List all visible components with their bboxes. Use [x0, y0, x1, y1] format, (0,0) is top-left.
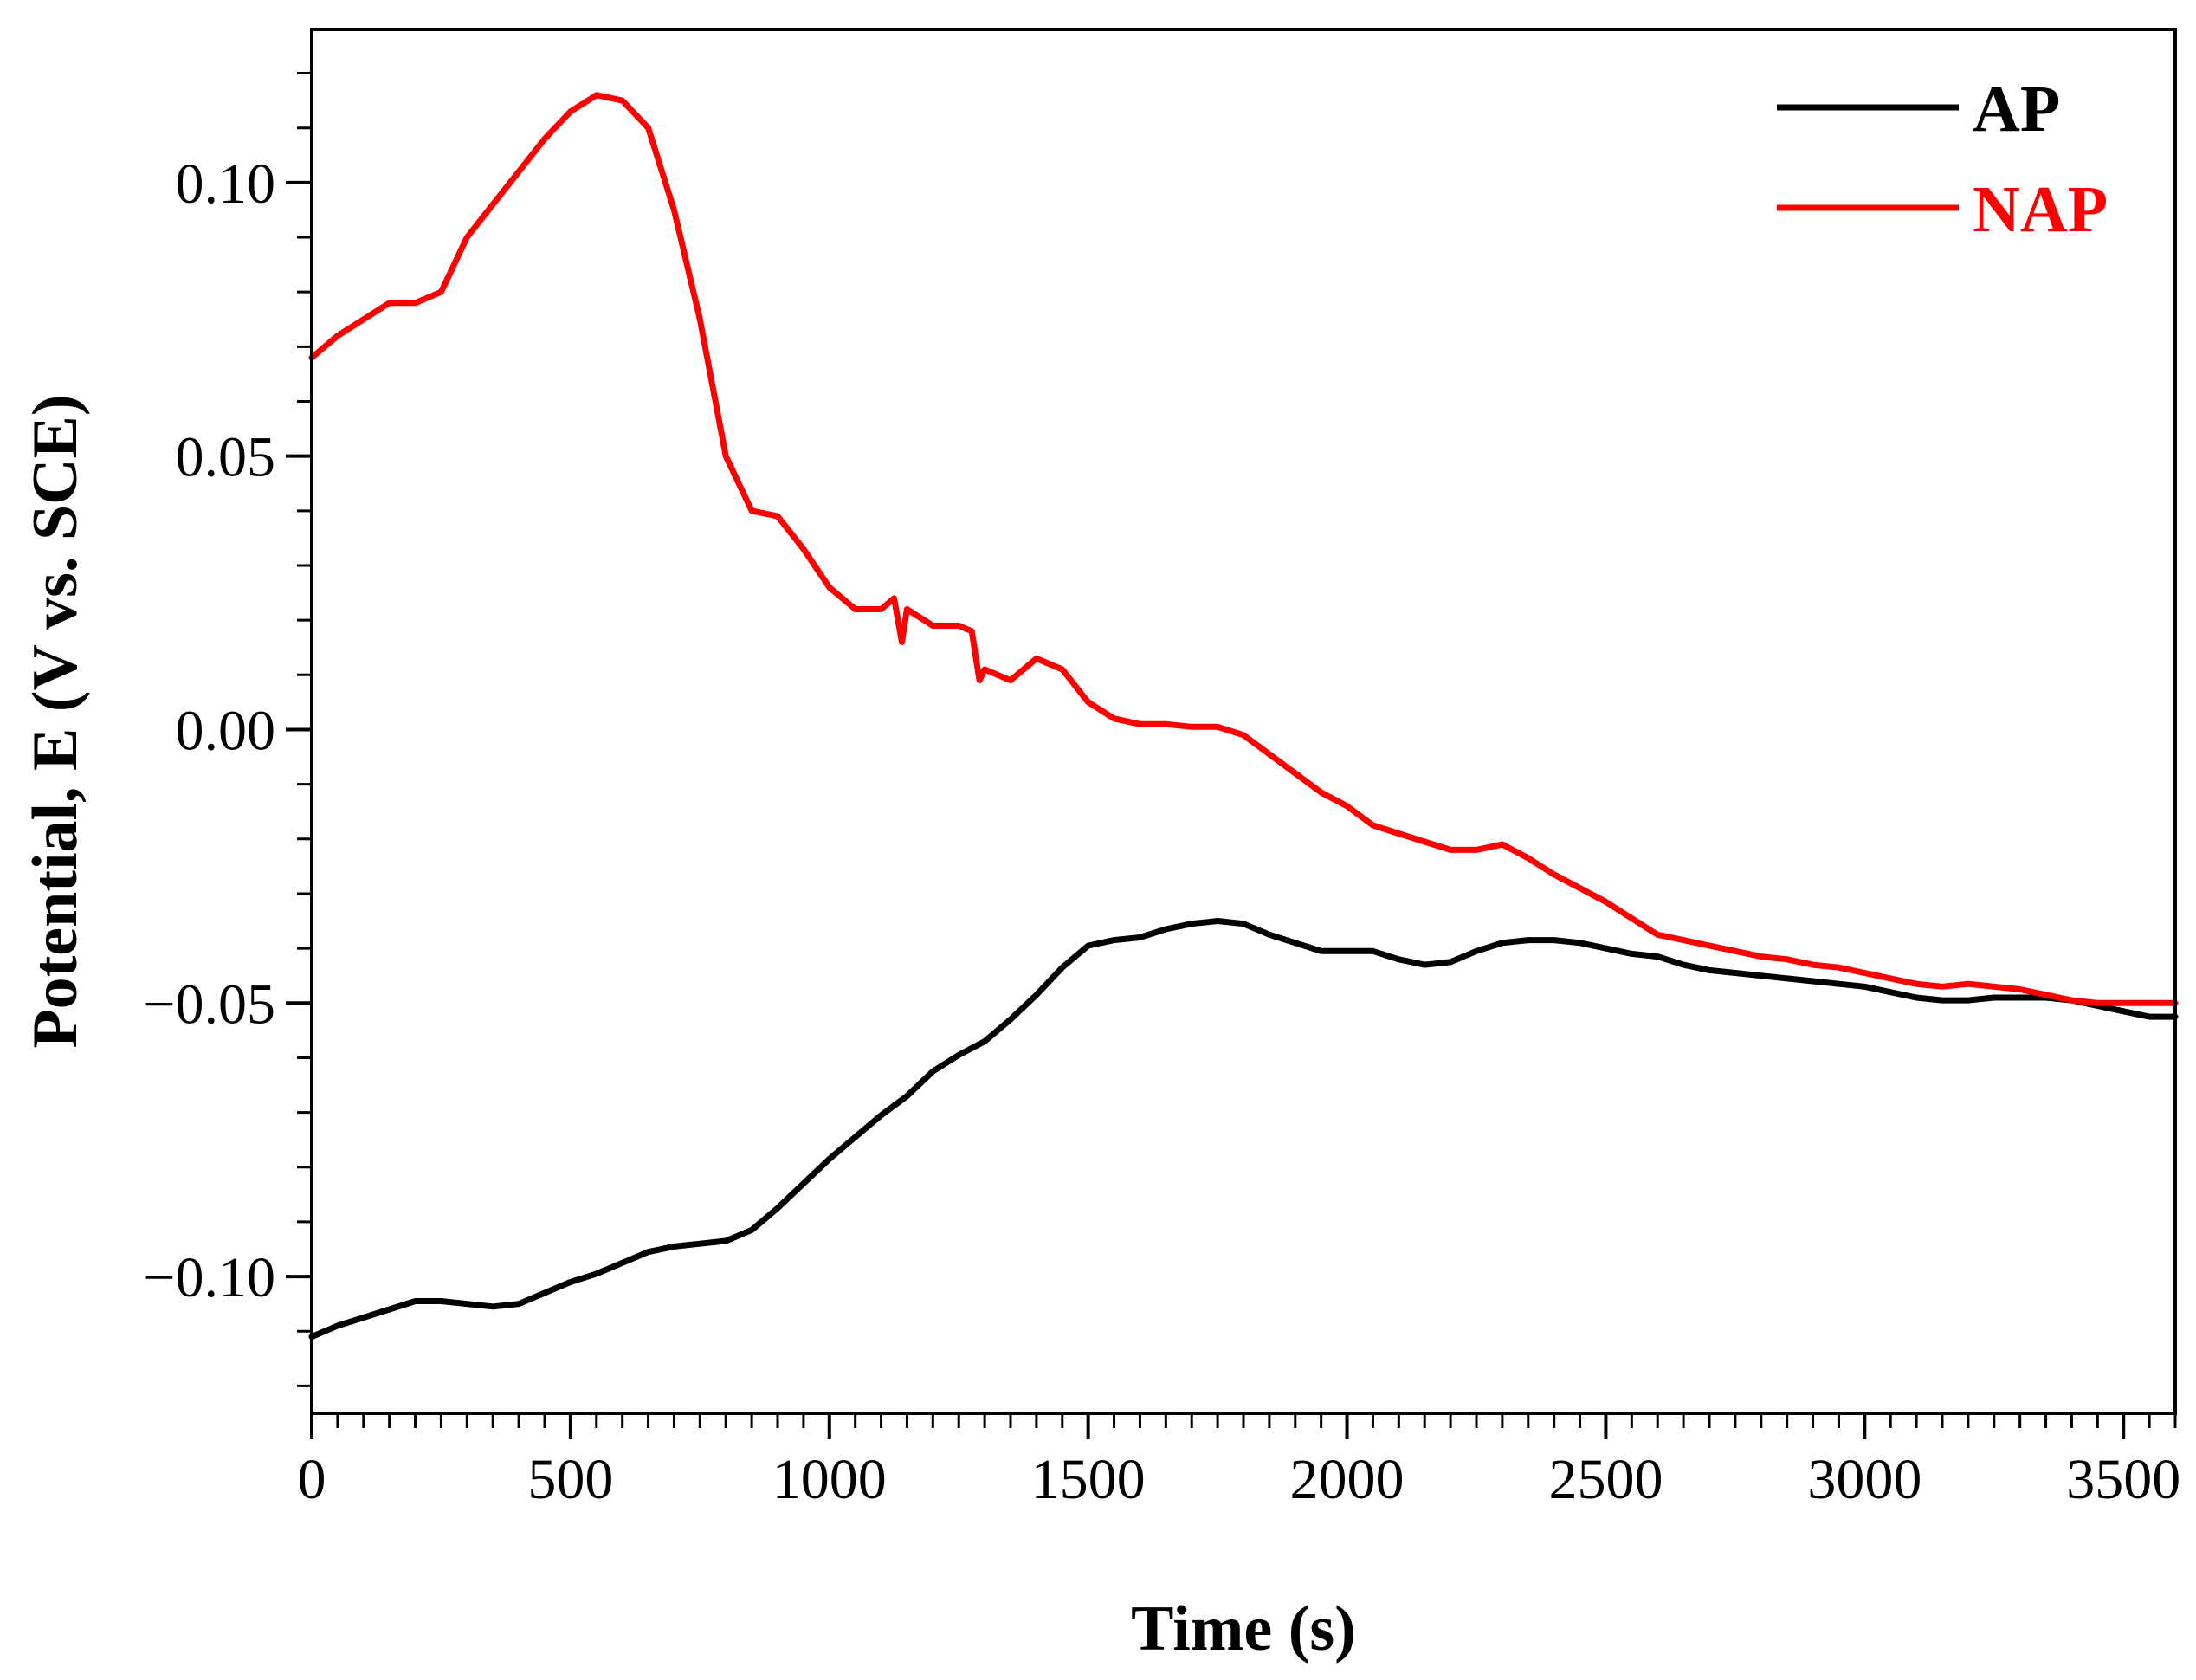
- x-tick-label: 500: [527, 1448, 613, 1511]
- x-tick-label: 3500: [2066, 1448, 2180, 1511]
- series-line-nap: [308, 92, 2179, 1006]
- tick-layer: 0 500 1000 1500 2000 2500 3000 3500 0.10 0.05 0.00…: [143, 72, 2180, 1511]
- y-tick-label: 0.10: [176, 152, 276, 216]
- x-tick-label: 2500: [1548, 1448, 1663, 1511]
- y-tick-label: −0.10: [143, 1246, 275, 1309]
- x-axis-title: Time (s): [1131, 1593, 1356, 1664]
- legend: AP NAP: [1777, 73, 2108, 246]
- legend-label-nap: NAP: [1973, 173, 2108, 246]
- y-tick-label: −0.05: [143, 972, 275, 1036]
- x-tick-label: 0: [298, 1448, 326, 1511]
- series-line-ap: [308, 918, 2179, 1341]
- y-axis-title: Potential, E (V vs. SCE): [20, 394, 91, 1048]
- x-tick-label: 2000: [1290, 1448, 1405, 1511]
- legend-label-ap: AP: [1973, 73, 2060, 145]
- series-layer: [308, 92, 2179, 1341]
- x-tick-label: 1000: [772, 1448, 887, 1511]
- x-tick-label: 3000: [1807, 1448, 1921, 1511]
- y-tick-label: 0.05: [176, 426, 276, 489]
- y-tick-label: 0.00: [176, 699, 276, 762]
- x-tick-label: 1500: [1031, 1448, 1146, 1511]
